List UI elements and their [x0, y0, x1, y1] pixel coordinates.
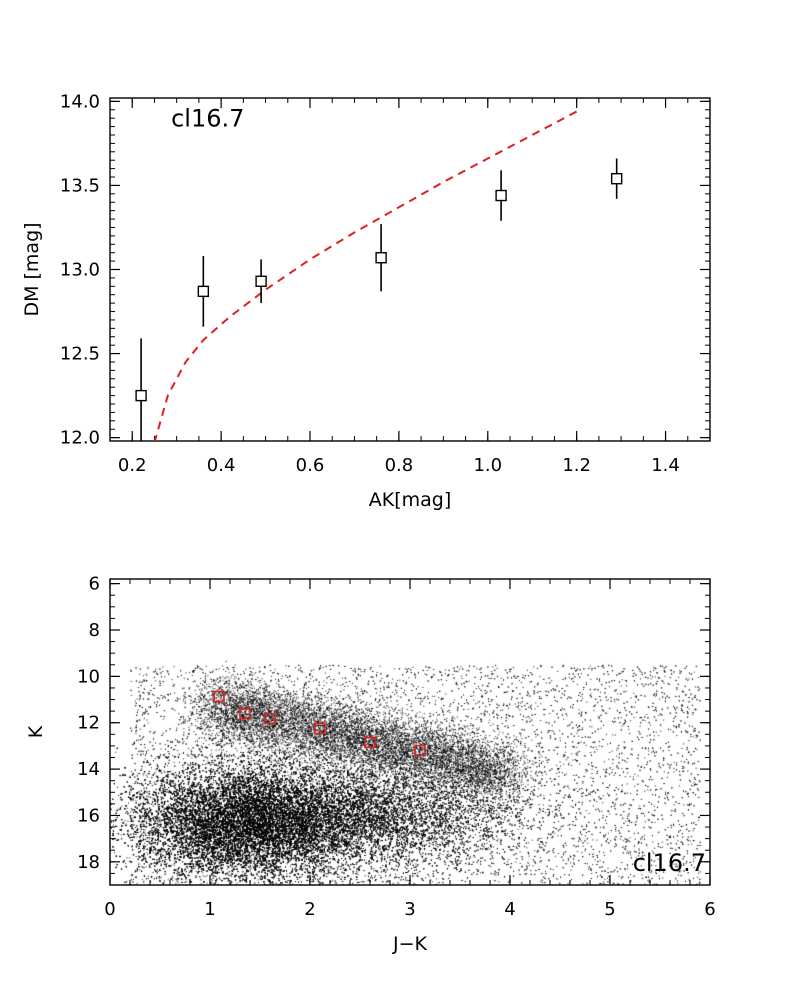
red-reference-square: [264, 712, 276, 725]
bottom-x-tick-label: 2: [304, 899, 315, 920]
top-axis-ticks: 0.2 0.4 0.6 0.8 1.0 1.2 1.4 12.0 12.5 13.0 13.5 14.…: [60, 91, 711, 476]
bottom-y-tick-label: 10: [77, 666, 100, 687]
data-point-square: [495, 189, 507, 202]
bottom-x-tick-label: 5: [604, 899, 615, 920]
top-x-tick-label: 1.0: [473, 455, 502, 476]
top-panel-label: cl16.7: [171, 105, 244, 133]
top-panel-dm-vs-ak: 0.2 0.4 0.6 0.8 1.0 1.2 1.4 12.0 12.5 13.0 13.5 14.…: [21, 91, 711, 511]
red-reference-square: [314, 722, 326, 735]
top-x-tick-label: 0.8: [385, 455, 414, 476]
data-point-square: [135, 389, 147, 402]
red-reference-square: [239, 707, 251, 720]
top-x-tick-label: 0.2: [118, 455, 147, 476]
top-x-tick-label: 1.2: [562, 455, 591, 476]
bottom-x-tick-label: 0: [104, 899, 115, 920]
data-point-square: [375, 252, 387, 264]
bottom-star-cloud: [110, 579, 710, 885]
top-data-marks: [135, 110, 623, 441]
bottom-panel-label: cl16.7: [633, 849, 706, 877]
top-x-tick-label: 0.6: [296, 455, 325, 476]
bottom-x-tick-label: 1: [204, 899, 215, 920]
data-point-square: [255, 275, 267, 287]
data-point-square: [610, 173, 623, 185]
top-plot-frame: [109, 97, 711, 442]
bottom-y-tick-label: 6: [89, 574, 100, 595]
bottom-y-tick-label: 8: [89, 620, 100, 641]
top-y-tick-label: 12.0: [60, 428, 100, 449]
red-reference-square: [414, 744, 426, 757]
bottom-y-tick-label: 14: [77, 759, 100, 780]
model-dashed-curve: [153, 110, 578, 441]
red-reference-square: [364, 736, 376, 749]
data-point-square: [197, 285, 210, 298]
top-x-axis-title: AK[mag]: [369, 489, 452, 511]
bottom-x-axis-title: J−K: [392, 933, 428, 955]
top-y-tick-label: 14.0: [60, 91, 100, 112]
bottom-y-axis-title: K: [25, 725, 47, 738]
top-y-axis-title: DM [mag]: [21, 222, 43, 316]
bottom-y-tick-label: 12: [77, 713, 100, 734]
top-x-tick-label: 0.4: [207, 455, 236, 476]
bottom-y-tick-label: 18: [77, 852, 100, 873]
bottom-y-tick-label: 16: [77, 805, 100, 826]
bottom-x-tick-label: 4: [504, 899, 515, 920]
bottom-x-tick-label: 6: [704, 899, 715, 920]
red-reference-square: [213, 690, 225, 703]
top-y-tick-label: 12.5: [60, 344, 100, 365]
top-y-tick-label: 13.5: [60, 175, 100, 196]
top-x-tick-label: 1.4: [651, 455, 680, 476]
bottom-x-tick-label: 3: [404, 899, 415, 920]
bottom-data-marks: [213, 690, 426, 757]
top-y-tick-label: 13.0: [60, 260, 100, 281]
star-point-cloud: [110, 579, 710, 885]
